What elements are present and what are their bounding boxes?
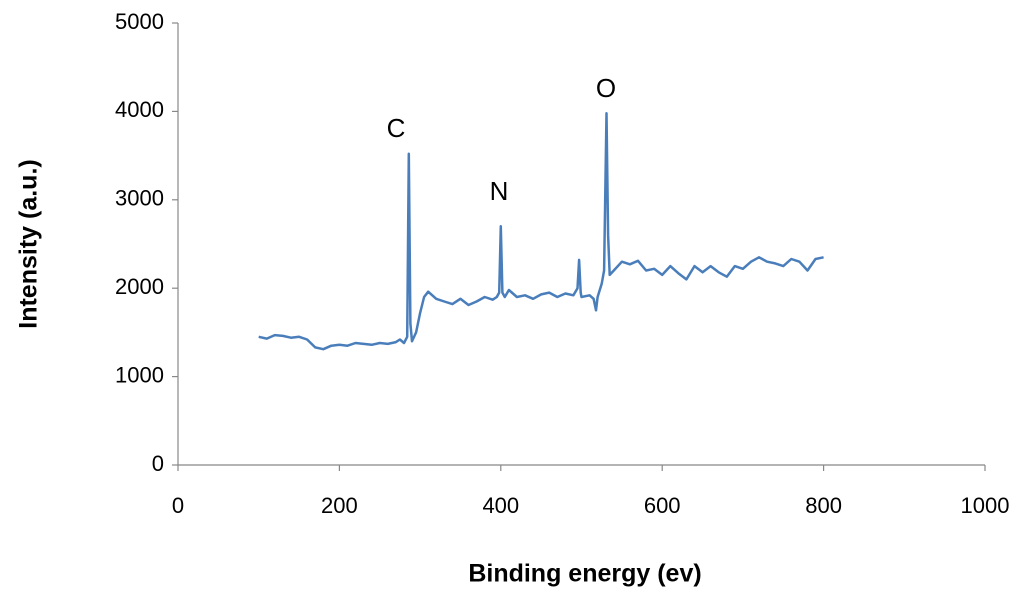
y-axis-title: Intensity (a.u.) (15, 159, 43, 328)
y-tick-label: 5000 (115, 9, 164, 34)
peak-label: N (490, 176, 509, 206)
x-tick-label: 400 (482, 493, 519, 518)
x-tick-label: 1000 (961, 493, 1010, 518)
peak-label: O (596, 73, 616, 103)
x-axis-title: Binding energy (ev) (468, 560, 701, 588)
y-tick-label: 2000 (115, 274, 164, 299)
data-line (258, 111, 824, 351)
x-tick-label: 200 (321, 493, 358, 518)
x-tick-label: 800 (805, 493, 842, 518)
x-tick-label: 0 (172, 493, 184, 518)
y-tick-label: 3000 (115, 186, 164, 211)
y-tick-label: 1000 (115, 362, 164, 387)
x-tick-label: 600 (644, 493, 681, 518)
y-tick-label: 0 (152, 451, 164, 476)
peak-label: C (387, 113, 406, 143)
y-tick-label: 4000 (115, 97, 164, 122)
